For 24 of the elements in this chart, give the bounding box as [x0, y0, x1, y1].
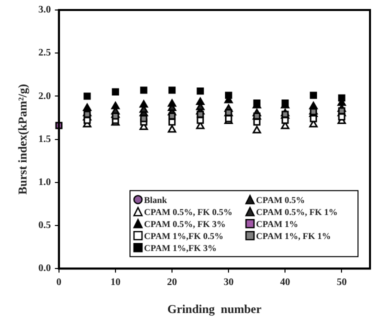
legend-label: CPAM 0.5%	[256, 194, 305, 205]
legend-label: CPAM 1%	[256, 218, 298, 229]
y-tick-label: 0.0	[38, 263, 51, 274]
legend-label: CPAM 0.5%, FK 1%	[256, 206, 338, 217]
legend-label: Blank	[144, 194, 168, 205]
legend-label: CPAM 1%, FK 1%	[256, 230, 331, 241]
x-tick-label: 10	[110, 277, 120, 288]
legend-label: CPAM 1%,FK 3%	[144, 242, 217, 253]
y-tick-label: 0.5	[38, 220, 51, 232]
x-tick-label: 30	[224, 277, 234, 288]
y-tick-label: 2.0	[38, 90, 51, 102]
x-tick-label: 40	[280, 277, 290, 288]
x-tick-label: 0	[56, 277, 62, 288]
x-tick-label: 20	[167, 277, 178, 288]
y-tick-label: 2.5	[38, 48, 51, 59]
y-axis-title: Burst index(kPam²/g)	[15, 84, 30, 195]
x-tick-label: 50	[336, 277, 347, 288]
y-tick-label: 3.0	[38, 4, 51, 16]
y-tick-label: 1.5	[38, 134, 51, 145]
legend-label: CPAM 0.5%, FK 3%	[144, 218, 226, 229]
y-tick-label: 1.0	[38, 176, 51, 188]
x-axis-title: Grinding number	[167, 302, 262, 316]
legend-label: CPAM 0.5%, FK 0.5%	[144, 206, 232, 217]
legend-label: CPAM 1%,FK 0.5%	[144, 230, 224, 241]
